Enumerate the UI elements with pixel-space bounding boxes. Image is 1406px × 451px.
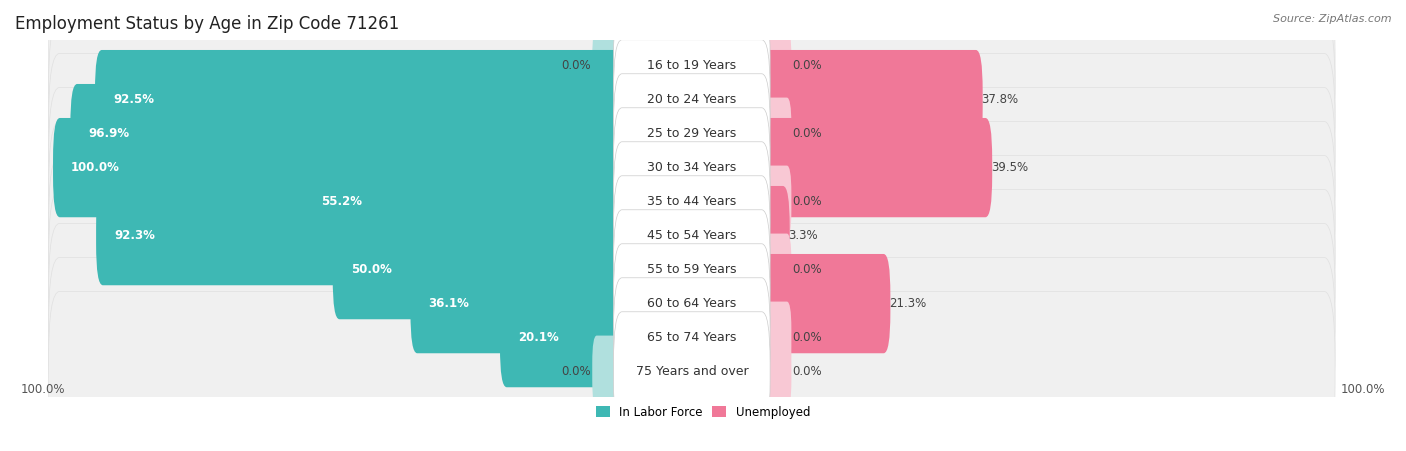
Text: 25 to 29 Years: 25 to 29 Years <box>647 127 737 140</box>
Text: 20 to 24 Years: 20 to 24 Years <box>647 93 737 106</box>
FancyBboxPatch shape <box>49 258 1336 418</box>
FancyBboxPatch shape <box>613 108 770 227</box>
FancyBboxPatch shape <box>613 278 770 397</box>
FancyBboxPatch shape <box>758 186 790 285</box>
Text: 100.0%: 100.0% <box>70 161 120 174</box>
FancyBboxPatch shape <box>613 176 770 295</box>
FancyBboxPatch shape <box>49 19 1336 180</box>
FancyBboxPatch shape <box>49 87 1336 248</box>
FancyBboxPatch shape <box>96 186 626 285</box>
Text: 55 to 59 Years: 55 to 59 Years <box>647 263 737 276</box>
Text: 100.0%: 100.0% <box>21 383 65 396</box>
Text: 37.8%: 37.8% <box>981 93 1019 106</box>
Text: 96.9%: 96.9% <box>89 127 129 140</box>
Text: Source: ZipAtlas.com: Source: ZipAtlas.com <box>1274 14 1392 23</box>
FancyBboxPatch shape <box>613 210 770 330</box>
FancyBboxPatch shape <box>613 40 770 160</box>
FancyBboxPatch shape <box>411 254 626 353</box>
FancyBboxPatch shape <box>613 142 770 262</box>
FancyBboxPatch shape <box>49 0 1336 146</box>
FancyBboxPatch shape <box>758 50 983 149</box>
FancyBboxPatch shape <box>49 53 1336 214</box>
FancyBboxPatch shape <box>592 336 624 408</box>
FancyBboxPatch shape <box>758 118 993 217</box>
FancyBboxPatch shape <box>758 254 890 353</box>
Text: 0.0%: 0.0% <box>793 365 823 378</box>
FancyBboxPatch shape <box>761 30 792 101</box>
FancyBboxPatch shape <box>304 152 626 251</box>
FancyBboxPatch shape <box>49 291 1336 451</box>
Text: 35 to 44 Years: 35 to 44 Years <box>647 195 737 208</box>
FancyBboxPatch shape <box>761 166 792 238</box>
Text: 92.3%: 92.3% <box>114 229 155 242</box>
Text: 16 to 19 Years: 16 to 19 Years <box>647 59 737 72</box>
Text: 0.0%: 0.0% <box>793 331 823 344</box>
Text: 75 Years and over: 75 Years and over <box>636 365 748 378</box>
FancyBboxPatch shape <box>761 302 792 374</box>
FancyBboxPatch shape <box>49 156 1336 316</box>
FancyBboxPatch shape <box>613 74 770 193</box>
FancyBboxPatch shape <box>613 312 770 432</box>
FancyBboxPatch shape <box>53 118 626 217</box>
Text: 55.2%: 55.2% <box>322 195 363 208</box>
FancyBboxPatch shape <box>49 223 1336 384</box>
Text: Employment Status by Age in Zip Code 71261: Employment Status by Age in Zip Code 712… <box>15 15 399 33</box>
FancyBboxPatch shape <box>761 234 792 306</box>
FancyBboxPatch shape <box>592 30 624 101</box>
Text: 65 to 74 Years: 65 to 74 Years <box>647 331 737 344</box>
Text: 0.0%: 0.0% <box>793 195 823 208</box>
Text: 3.3%: 3.3% <box>789 229 818 242</box>
FancyBboxPatch shape <box>501 288 626 387</box>
FancyBboxPatch shape <box>761 97 792 170</box>
Text: 0.0%: 0.0% <box>561 365 591 378</box>
FancyBboxPatch shape <box>49 121 1336 282</box>
Text: 21.3%: 21.3% <box>889 297 927 310</box>
Text: 36.1%: 36.1% <box>429 297 470 310</box>
Text: 100.0%: 100.0% <box>1341 383 1385 396</box>
Text: 60 to 64 Years: 60 to 64 Years <box>647 297 737 310</box>
Text: 30 to 34 Years: 30 to 34 Years <box>647 161 737 174</box>
Text: 20.1%: 20.1% <box>517 331 558 344</box>
FancyBboxPatch shape <box>49 189 1336 350</box>
FancyBboxPatch shape <box>613 244 770 364</box>
Text: 0.0%: 0.0% <box>793 263 823 276</box>
Text: 0.0%: 0.0% <box>561 59 591 72</box>
FancyBboxPatch shape <box>96 50 626 149</box>
Text: 39.5%: 39.5% <box>991 161 1028 174</box>
FancyBboxPatch shape <box>333 220 626 319</box>
Text: 50.0%: 50.0% <box>350 263 391 276</box>
Text: 0.0%: 0.0% <box>793 59 823 72</box>
FancyBboxPatch shape <box>70 84 626 183</box>
FancyBboxPatch shape <box>761 336 792 408</box>
Legend: In Labor Force, Unemployed: In Labor Force, Unemployed <box>591 401 815 423</box>
FancyBboxPatch shape <box>613 6 770 125</box>
Text: 45 to 54 Years: 45 to 54 Years <box>647 229 737 242</box>
Text: 92.5%: 92.5% <box>112 93 153 106</box>
Text: 0.0%: 0.0% <box>793 127 823 140</box>
